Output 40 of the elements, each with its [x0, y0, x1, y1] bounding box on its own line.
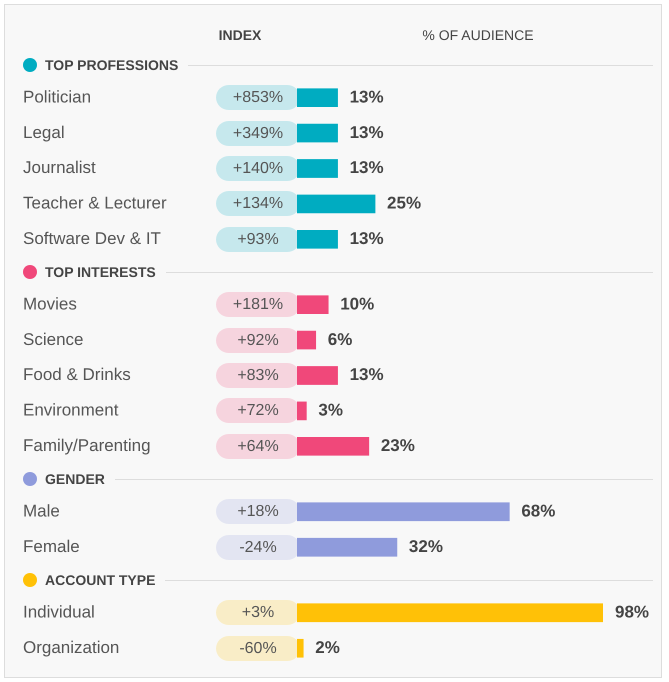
- pill-badge: +134%: [216, 191, 300, 216]
- data-label: 98%: [615, 602, 650, 622]
- text: % OF AUDIENCE: [421, 27, 535, 43]
- y-tick-label: Legal: [23, 122, 65, 142]
- data-label: 13%: [350, 365, 384, 384]
- data-label: 25%: [387, 194, 422, 213]
- y-tick-label: Female: [23, 536, 80, 556]
- y-tick-label: Science: [23, 330, 84, 349]
- pill-badge: -60%: [216, 636, 300, 661]
- text: TOP INTERESTS: [45, 264, 156, 280]
- data-label: 6%: [328, 330, 352, 349]
- y-tick-label: Politician: [23, 87, 92, 106]
- y-tick-label: Environment: [23, 400, 119, 420]
- y-tick-label: Journalist: [23, 158, 96, 178]
- data-label: 32%: [408, 536, 443, 556]
- y-tick-label: Teacher & Lecturer: [23, 194, 167, 213]
- y-tick-label: Family/Parenting: [23, 436, 151, 455]
- y-tick-label: Food & Drinks: [23, 365, 131, 384]
- pill-badge: +18%: [216, 499, 300, 524]
- data-label: 13%: [350, 228, 384, 248]
- y-tick-label: Male: [23, 501, 60, 520]
- data-label: 3%: [318, 400, 343, 420]
- data-label: 13%: [350, 158, 384, 178]
- y-tick-label: Organization: [23, 638, 120, 657]
- text: ACCOUNT TYPE: [45, 572, 156, 588]
- y-tick-label: Individual: [23, 602, 95, 622]
- y-tick-label: Movies: [23, 294, 77, 314]
- text: TOP PROFESSIONS: [45, 57, 178, 73]
- text: INDEX: [218, 27, 262, 43]
- data-label: 23%: [380, 436, 415, 455]
- pill-badge: +3%: [216, 600, 300, 626]
- pill-badge: +64%: [216, 434, 300, 459]
- data-label: 13%: [350, 87, 384, 106]
- data-label: 2%: [315, 638, 340, 657]
- data-label: 13%: [350, 122, 384, 142]
- data-label: 10%: [340, 294, 374, 314]
- data-label: 68%: [521, 501, 556, 520]
- y-tick-label: Software Dev & IT: [23, 228, 161, 248]
- pill-badge: -24%: [216, 534, 300, 560]
- text: GENDER: [45, 471, 105, 487]
